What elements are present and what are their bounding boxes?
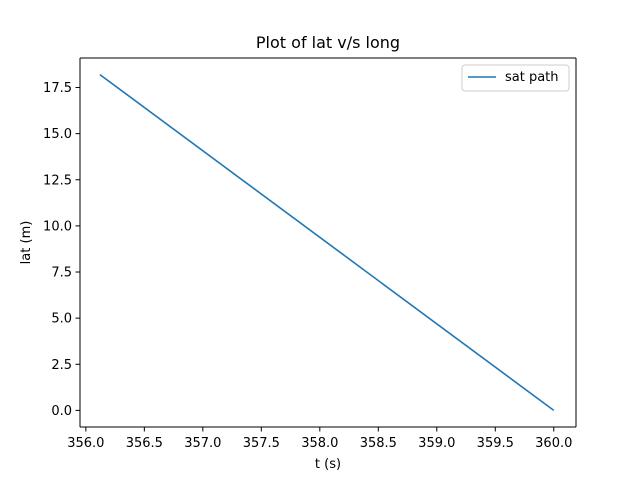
y-axis-ticks: 0.0 2.5 5.0 7.5 10.0 12.5 15.0 17.5 [43, 81, 80, 419]
y-tick-label: 15.0 [43, 127, 72, 142]
x-tick-label: 356.0 [67, 436, 104, 451]
y-tick-label: 17.5 [43, 81, 72, 96]
y-tick-label: 5.0 [51, 312, 72, 327]
x-tick-label: 356.5 [126, 436, 163, 451]
y-axis-label: lat (m) [19, 221, 34, 265]
axes-frame [79, 57, 577, 428]
y-tick-label: 10.0 [43, 219, 72, 234]
x-tick-label: 357.5 [243, 436, 280, 451]
series-layer [99, 73, 555, 412]
legend-box [461, 64, 570, 92]
x-tick-label: 358.0 [301, 436, 338, 451]
x-tick-label: 358.5 [360, 436, 397, 451]
x-axis-ticks: 356.0 356.5 357.0 357.5 358.0 358.5 359.0 359.5… [67, 427, 572, 451]
y-tick-label: 12.5 [43, 173, 72, 188]
series-line-sat-path [99, 73, 555, 412]
x-tick-label: 360.0 [535, 436, 572, 451]
legend: sat path [461, 64, 570, 92]
y-tick-label: 2.5 [51, 358, 72, 373]
x-tick-label: 359.0 [418, 436, 455, 451]
y-tick-label: 7.5 [51, 266, 72, 281]
x-tick-label: 359.5 [477, 436, 514, 451]
x-axis-label: t (s) [315, 457, 341, 472]
chart-title: Plot of lat v/s long [256, 33, 400, 52]
x-tick-label: 357.0 [184, 436, 221, 451]
y-tick-label: 0.0 [51, 404, 72, 419]
legend-label-sat-path: sat path [505, 70, 559, 85]
